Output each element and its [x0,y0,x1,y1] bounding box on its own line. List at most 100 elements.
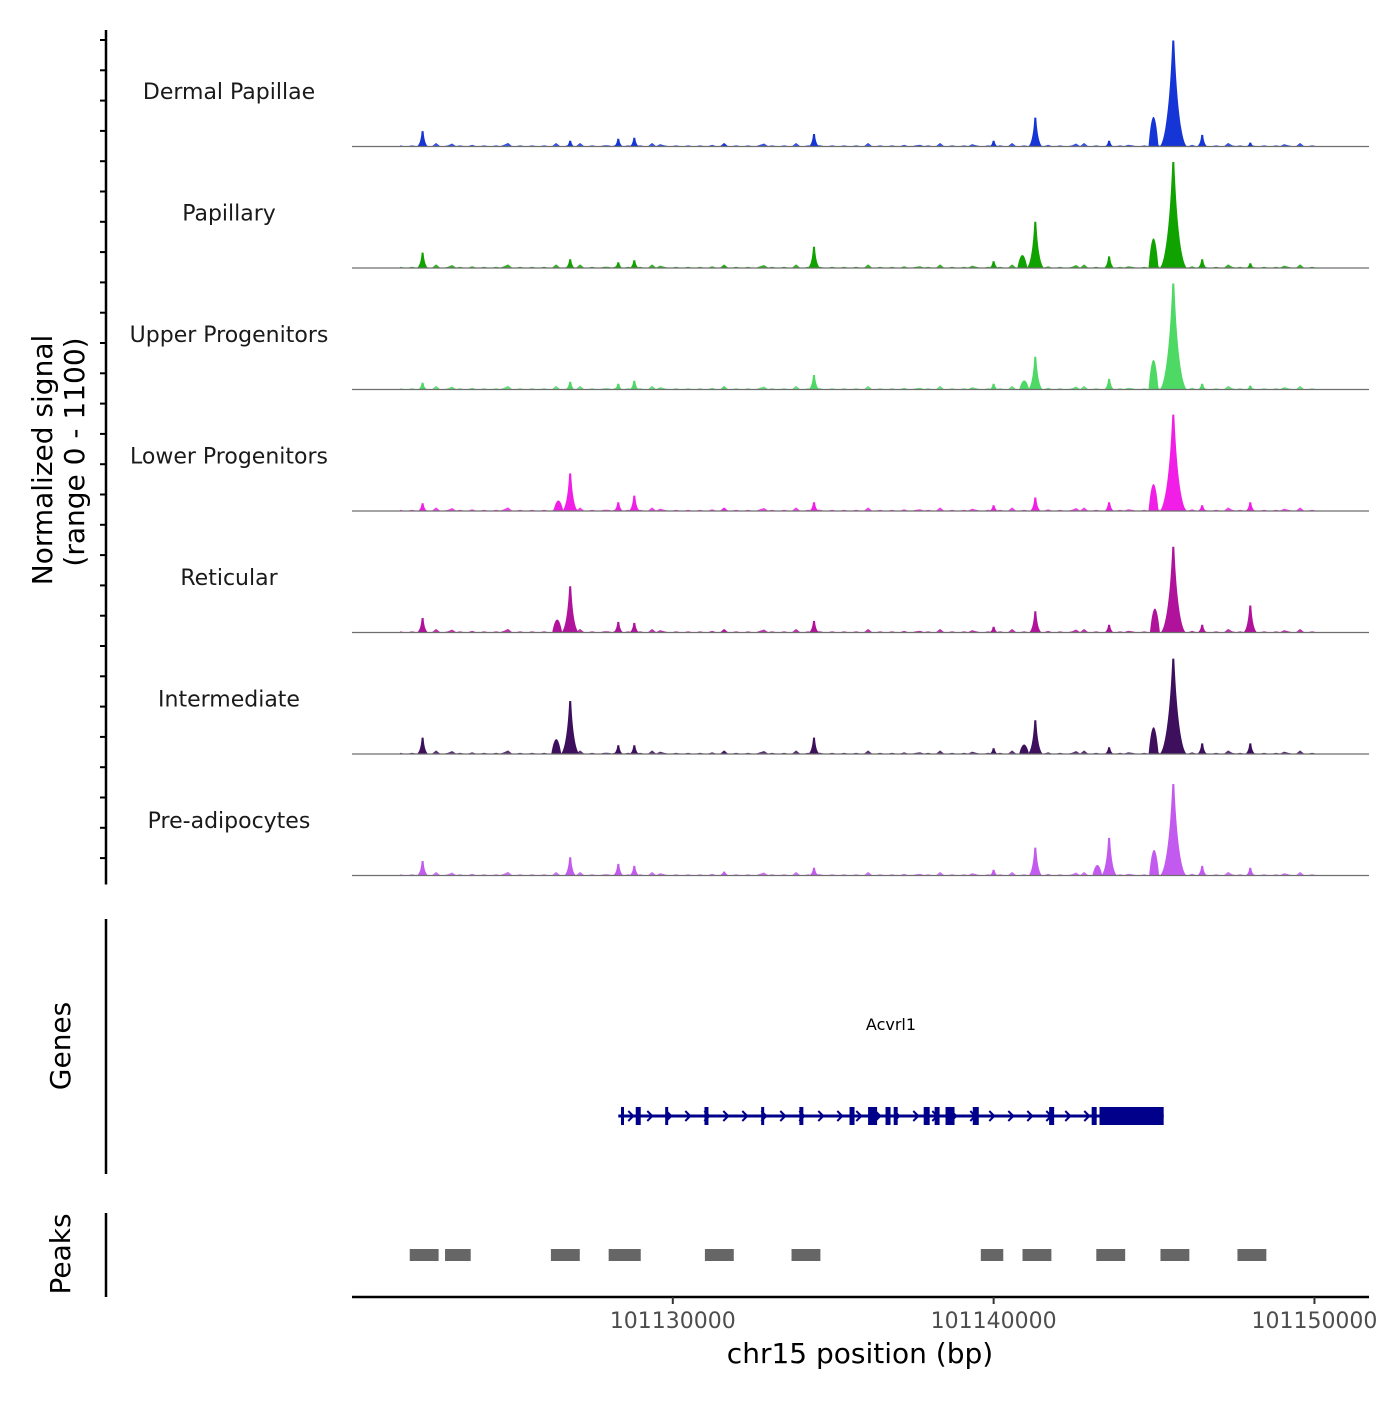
signal-shoulder [1148,238,1159,268]
gene-exon [704,1107,709,1125]
signal-peak [628,745,640,754]
signal-peak [1028,611,1043,633]
track-label: Papillary [182,202,276,227]
signal-peak [1244,867,1256,876]
signal-peak [628,622,641,633]
gene-exon [972,1107,979,1125]
signal-peak [1245,142,1256,147]
signal-peak [416,618,429,633]
signal-peak [1103,140,1115,147]
signal-peak [1158,162,1188,268]
gene-exon [885,1107,891,1125]
signal-shoulder [552,619,563,633]
peak-region [608,1249,641,1261]
signal-peak [719,871,730,876]
signal-peak [1196,383,1208,390]
gene-exon [761,1107,765,1125]
gene-exon [923,1107,930,1125]
signal-peak [1244,743,1257,754]
signal-peak [1103,747,1115,754]
signal-peak [1159,784,1188,876]
strand-chevron [646,1110,654,1122]
signal-peak [612,621,625,633]
gene-name-label: Acvrl1 [866,1015,916,1034]
signal-peak [612,502,624,511]
signal-peak [612,863,625,876]
signal-shoulder [1092,864,1103,876]
x-axis: chr15 position (bp) 101130000 101140000 10… [352,1295,1377,1370]
signal-peak [612,262,624,268]
gene-exon [665,1107,669,1125]
gene-exon [934,1107,940,1125]
signal-peak [628,865,641,876]
signal-peak [416,131,429,147]
signal-peak [1027,720,1044,754]
signal-peak [1158,40,1188,147]
signal-shoulder [1148,359,1159,390]
track-background-signal [352,628,1369,633]
track-lower-progenitors: Lower Progenitors [130,414,1369,512]
x-tick-label: 101130000 [610,1309,736,1334]
signal-peak [719,266,730,268]
gene-exon [893,1107,898,1125]
peak-region [550,1249,580,1261]
signal-peak [1196,134,1209,147]
signal-peak [1159,658,1188,754]
signal-peak [988,626,999,633]
gene-exon [635,1107,641,1125]
signal-peak [807,737,821,754]
signal-peak [808,867,820,876]
track-papillary: Papillary [182,162,1369,269]
signal-peak [564,381,576,390]
signal-peak [1245,263,1256,268]
signal-peak [1196,743,1208,754]
signal-peak [1103,256,1116,268]
signal-axis-title-line1: Normalized signal [26,335,59,586]
signal-peak [1158,414,1188,511]
signal-peak [564,259,576,268]
signal-peak [1027,356,1044,390]
gene-exon [849,1107,855,1125]
signal-peak [1196,259,1208,268]
signal-shoulder [1149,849,1160,876]
track-background-signal [352,871,1369,876]
signal-peak [417,382,429,390]
signal-peak [808,620,820,633]
gene-exon [1091,1107,1097,1125]
track-background-signal [352,385,1369,390]
peaks-panel: Peaks [44,1213,1267,1297]
signal-peak [719,629,730,633]
signal-peak [1027,117,1043,147]
signal-shoulder [1148,727,1159,754]
signal-peak [417,503,429,511]
track-label: Dermal Papillae [143,80,315,105]
signal-peak [416,252,429,268]
signal-peak [612,383,624,390]
signal-peak [719,508,730,511]
signal-peak [612,138,624,147]
signal-peak [807,246,821,268]
signal-shoulder [1019,744,1030,754]
strand-chevron [627,1110,635,1122]
gene-exon [799,1107,804,1125]
signal-shoulder [1148,484,1159,511]
signal-peak [1103,624,1115,633]
signal-peak [416,737,429,754]
track-label: Pre-adipocytes [148,809,311,834]
gene-exon [945,1107,955,1125]
genes-axis-title: Genes [44,1002,77,1090]
track-upper-progenitors: Upper Progenitors [130,283,1369,391]
signal-peak [628,380,640,390]
signal-peak [628,137,640,147]
strand-chevron [741,1110,749,1122]
signal-shoulder [1019,380,1030,390]
track-background-signal [352,264,1369,268]
peak-region [704,1249,734,1261]
signal-peak [1027,847,1043,876]
signal-shoulder [1149,608,1160,633]
signal-peak [988,869,999,876]
signal-peak [560,701,581,754]
peak-region [1022,1249,1052,1261]
strand-chevron [855,1110,863,1122]
